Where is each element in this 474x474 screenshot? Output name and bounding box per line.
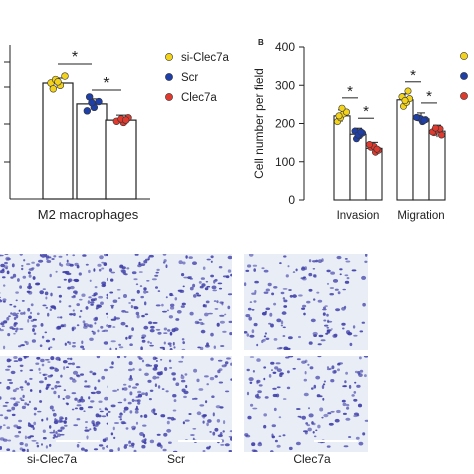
point-Migration-Scr-5 [412, 113, 420, 121]
panel-b-chart: B 0 100 200 300 400 Cell number per field Invas… [252, 38, 446, 222]
micrograph-Scr-row1 [108, 254, 232, 350]
micrograph-caption-Clec7a: Clec7a [293, 452, 331, 466]
bar-Migration-Scr [412, 118, 430, 201]
legend-marker-0 [460, 52, 468, 60]
micrograph-caption-Scr: Scr [167, 452, 185, 466]
y-tick-label-1: 100 [275, 155, 295, 169]
sig-label-1: * [103, 75, 109, 92]
panel-label: B [258, 38, 264, 47]
x-tick-label-0: Invasion [337, 210, 380, 222]
legend-marker-1 [460, 72, 468, 80]
panel-a-legend: si-Clec7a Scr Clec7a [165, 52, 230, 104]
bar-Migration-si-Clec7a [396, 99, 414, 201]
legend-marker-2 [460, 92, 468, 100]
legend-label-2: Clec7a [181, 92, 217, 104]
micrograph-image [0, 254, 110, 350]
point-Scr-3 [83, 107, 92, 115]
point-Migration-Scr-4 [420, 116, 428, 124]
point-Invasion-si-Clec7a-4 [335, 112, 343, 120]
point-si-Clec7a-3 [61, 72, 69, 80]
point-Invasion-Scr-5 [357, 128, 365, 136]
point-Invasion-si-Clec7a-5 [338, 104, 346, 112]
bar-Invasion-si-Clec7a [333, 115, 351, 201]
micrograph-Scr-row2 [108, 356, 232, 452]
micrograph-Clec7a-row2 [244, 356, 368, 452]
point-Migration-Clec7a-0 [437, 131, 445, 139]
micrograph-si-Clec7a-row1 [0, 254, 110, 350]
sig-label-0: * [72, 49, 78, 66]
scale-bar [178, 440, 222, 442]
bar-Invasion-Scr [349, 133, 367, 201]
y-tick-label-3: 300 [275, 78, 295, 92]
point-si-Clec7a-5 [54, 78, 62, 86]
micrograph-image [108, 356, 232, 452]
panel-b-legend [460, 52, 468, 100]
micrograph-image [0, 356, 110, 452]
micrograph-Clec7a-row1 [244, 254, 368, 350]
point-Migration-si-Clec7a-4 [401, 97, 409, 105]
micrograph-si-Clec7a-row2 [0, 356, 110, 452]
point-Invasion-Clec7a-4 [373, 145, 381, 153]
legend-marker-2 [165, 93, 173, 101]
micrograph-image [108, 254, 232, 350]
legend-marker-0 [165, 53, 173, 61]
micrograph-caption-si-Clec7a: si-Clec7a [26, 452, 77, 466]
legend-marker-1 [165, 73, 173, 81]
y-axis-label: Cell number per field [252, 68, 266, 179]
bar-si-Clec7a [42, 82, 74, 200]
x-axis-label: M2 macrophages [38, 207, 139, 222]
point-Invasion-Clec7a-5 [365, 141, 373, 149]
point-si-Clec7a-4 [49, 85, 58, 93]
micrograph-image [244, 356, 368, 452]
y-tick-label-0: 0 [288, 193, 295, 207]
bar-Migration-Clec7a [428, 130, 446, 201]
bar-Invasion-Clec7a [365, 147, 383, 201]
point-Scr-4 [88, 99, 96, 107]
point-Migration-si-Clec7a-5 [404, 87, 412, 95]
panel-a-chart: * * M2 macrophages [4, 45, 150, 222]
bar-Scr [76, 103, 108, 200]
y-tick-label-4: 400 [275, 40, 295, 54]
point-Migration-Clec7a-5 [431, 124, 439, 132]
bar-Clec7a [105, 119, 137, 200]
point-Clec7a-4 [121, 116, 130, 124]
sig-label-1: * [363, 103, 369, 120]
scale-bar [314, 440, 358, 442]
micrograph-image [244, 254, 368, 350]
point-Scr-2 [95, 97, 103, 106]
y-tick-label-2: 200 [275, 117, 295, 131]
sig-label-0: * [347, 83, 353, 100]
legend-label-1: Scr [181, 72, 198, 84]
legend-label-0: si-Clec7a [181, 52, 230, 64]
x-tick-label-1: Migration [397, 210, 444, 222]
point-Invasion-si-Clec7a-3 [342, 108, 350, 116]
sig-label-2: * [410, 67, 416, 84]
sig-label-3: * [426, 88, 432, 105]
scale-bar [56, 440, 100, 442]
